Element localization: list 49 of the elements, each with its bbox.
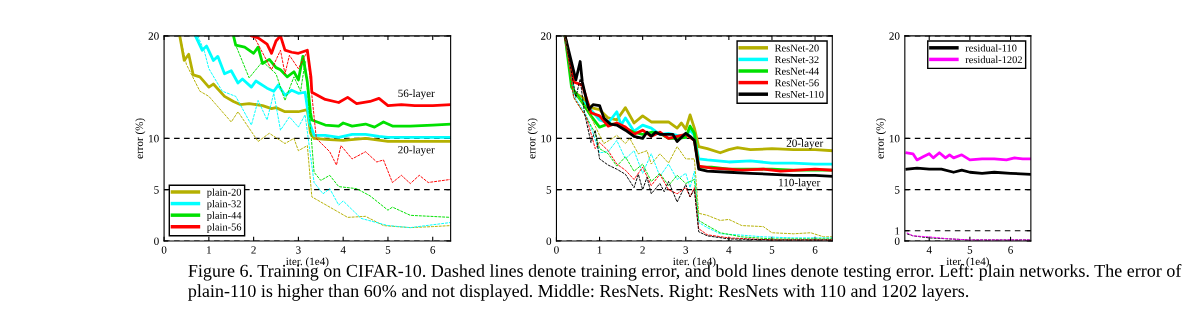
y-axis-title: error (%) <box>527 118 538 159</box>
legend-label: residual-1202 <box>965 55 1022 64</box>
legend-label: plain-32 <box>206 199 241 210</box>
x-tick-label: 1 <box>207 246 211 254</box>
y-tick-label: 5 <box>895 186 900 194</box>
x-tick-label: 3 <box>683 246 689 254</box>
x-tick-label: 1 <box>597 246 602 254</box>
x-tick-label: 0 <box>161 246 167 254</box>
x-tick-label: 2 <box>640 246 645 254</box>
x-tick-label: 5 <box>967 246 973 254</box>
legend-label: plain-44 <box>206 211 242 222</box>
legend-label: ResNet-110 <box>774 90 824 98</box>
legend-label: ResNet-44 <box>774 67 819 75</box>
y-tick-label: 1 <box>895 227 900 235</box>
x-tick-label: 6 <box>1008 246 1013 254</box>
y-tick-label: 10 <box>889 134 900 143</box>
x-tick-label: 5 <box>385 246 391 254</box>
x-tick-label: 3 <box>296 246 301 254</box>
y-tick-label: 0 <box>894 237 900 245</box>
x-tick-label: 4 <box>340 246 346 254</box>
y-tick-label: 20 <box>148 32 159 40</box>
x-tick-label: 6 <box>430 246 436 254</box>
y-tick-label: 5 <box>154 186 159 194</box>
y-axis-title: error (%) <box>876 118 887 159</box>
y-tick-label: 0 <box>546 237 552 245</box>
y-tick-label: 0 <box>154 237 159 245</box>
line-series <box>905 151 1031 162</box>
legend-label: ResNet-32 <box>774 56 819 64</box>
x-tick-label: 4 <box>726 246 732 254</box>
x-tick-label: 2 <box>251 246 256 254</box>
legend-label: plain-56 <box>206 223 242 233</box>
y-tick-label: 20 <box>889 32 900 40</box>
legend-label: ResNet-56 <box>774 79 819 87</box>
annotation: 110-layer <box>779 178 821 189</box>
y-tick-label: 10 <box>541 134 552 143</box>
y-tick-label: 10 <box>149 134 159 143</box>
y-tick-label: 5 <box>546 186 552 194</box>
annotation: 20-layer <box>398 145 435 156</box>
x-tick-label: 0 <box>554 246 559 254</box>
annotation: 20-layer <box>786 139 824 150</box>
x-tick-label: 6 <box>812 246 818 254</box>
x-tick-label: 5 <box>769 246 775 254</box>
legend-label: ResNet-20 <box>774 44 819 52</box>
x-tick-label: 4 <box>926 246 932 254</box>
y-tick-label: 20 <box>540 32 552 40</box>
annotation: 56-layer <box>398 89 435 100</box>
legend-label: plain-20 <box>206 188 242 198</box>
legend-label: residual-110 <box>965 44 1017 52</box>
y-axis-title: error (%) <box>135 118 146 159</box>
